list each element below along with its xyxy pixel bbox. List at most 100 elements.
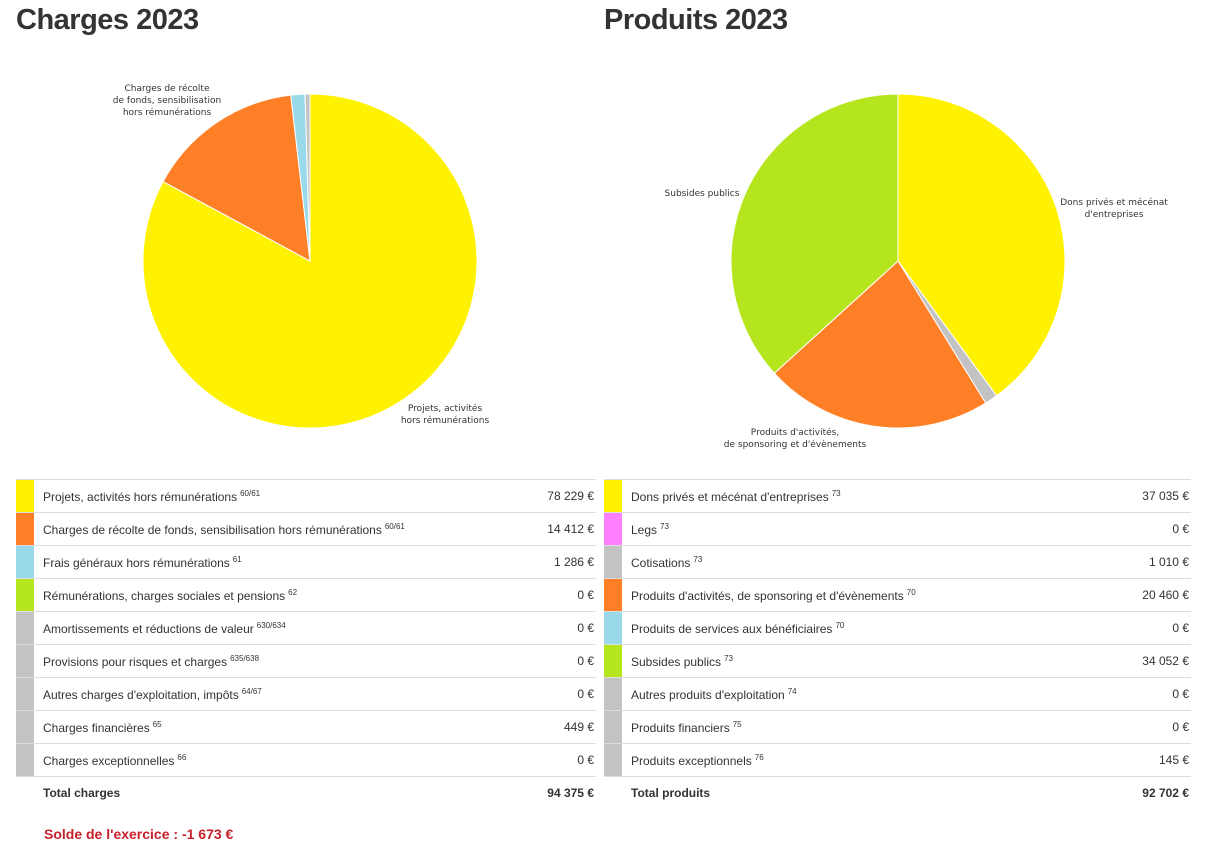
- charges-row-label: Charges exceptionnelles 66: [34, 743, 531, 777]
- produits-total-value: 92 702 €: [1110, 776, 1191, 808]
- charges-row-account-ref: 62: [288, 587, 298, 597]
- produits-pie-slice: [730, 93, 899, 374]
- charges-row-value: 78 229 €: [530, 479, 596, 513]
- charges-row-value: 1 286 €: [530, 545, 596, 579]
- produits-row-text: Subsides publics: [631, 654, 722, 669]
- charges-row-text: Rémunérations, charges sociales et pensi…: [43, 588, 286, 603]
- produits-row-account-ref: 73: [724, 653, 733, 663]
- charges-row-text: Charges de récolte de fonds, sensibilisa…: [43, 522, 382, 537]
- produits-row-label: Produits d'activités, de sponsoring et d…: [622, 578, 1111, 612]
- charges-row-text: Frais généraux hors rémunérations: [43, 555, 230, 570]
- produits-row-text: Legs: [631, 522, 658, 537]
- charges-row-value: 0 €: [530, 611, 596, 645]
- produits-row-text: Autres produits d'exploitation: [631, 687, 785, 702]
- produits-row-account-ref: 74: [787, 686, 797, 696]
- produits-color-swatch: [604, 512, 622, 546]
- charges-row: Charges exceptionnelles 66 0 €: [16, 743, 596, 777]
- produits-table: Dons privés et mécénat d'entreprises 73 37…: [604, 479, 1191, 808]
- charges-total-label: Total charges: [16, 776, 531, 808]
- charges-row-account-ref: 65: [152, 719, 162, 729]
- charges-color-swatch: [16, 578, 34, 612]
- produits-total-row: Total produits 92 702 €: [604, 776, 1191, 808]
- charges-color-swatch: [16, 512, 34, 546]
- charges-color-swatch: [16, 677, 34, 711]
- charges-slice-label: Projets, activités hors rémunérations: [401, 403, 490, 426]
- produits-row-text: Produits de services aux bénéficiaires: [631, 621, 833, 636]
- charges-color-swatch: [16, 644, 34, 678]
- charges-row-account-ref: 630/634: [256, 620, 286, 630]
- produits-row-account-ref: 70: [835, 620, 845, 630]
- produits-row-text: Produits d'activités, de sponsoring et d…: [631, 588, 904, 603]
- produits-row-label: Produits financiers 75: [622, 710, 1111, 744]
- charges-color-swatch: [16, 479, 34, 513]
- produits-row-account-ref: 73: [660, 521, 669, 531]
- produits-row-account-ref: 73: [693, 554, 703, 564]
- produits-row-label: Autres produits d'exploitation 74: [622, 677, 1111, 711]
- charges-slice-label: Charges de récolte de fonds, sensibilisat…: [113, 83, 221, 118]
- produits-row-text: Cotisations: [631, 555, 691, 570]
- produits-color-swatch: [604, 677, 622, 711]
- charges-row-value: 449 €: [530, 710, 596, 744]
- produits-pie-slice: [897, 93, 1066, 397]
- charges-row-label: Projets, activités hors rémunérations 60/…: [34, 479, 531, 513]
- produits-color-swatch: [604, 710, 622, 744]
- charges-row-text: Autres charges d'exploitation, impôts: [43, 687, 239, 702]
- charges-row-account-ref: 635/638: [230, 653, 260, 663]
- produits-total-label: Total produits: [604, 776, 1111, 808]
- charges-color-swatch: [16, 545, 34, 579]
- produits-row-label: Produits exceptionnels 76: [622, 743, 1111, 777]
- charges-row-account-ref: 66: [177, 752, 187, 762]
- produits-row-value: 145 €: [1110, 743, 1191, 777]
- produits-pie-chart: Dons privés et mécénat d'entreprises Produ…: [665, 93, 1168, 450]
- produits-row-value: 1 010 €: [1110, 545, 1191, 579]
- produits-row-text: Produits financiers: [631, 720, 730, 735]
- produits-slice-label: Dons privés et mécénat d'entreprises: [1060, 197, 1168, 220]
- charges-row-value: 0 €: [530, 578, 596, 612]
- charges-row-account-ref: 60/61: [384, 521, 405, 531]
- charges-table: Projets, activités hors rémunérations 60/…: [16, 479, 596, 808]
- produits-row-text: Dons privés et mécénat d'entreprises: [631, 489, 829, 504]
- charges-row-label: Frais généraux hors rémunérations 61: [34, 545, 531, 579]
- produits-slice-label: Subsides publics: [665, 189, 740, 199]
- charges-row-label: Rémunérations, charges sociales et pensi…: [34, 578, 531, 612]
- produits-row-value: 0 €: [1110, 710, 1191, 744]
- produits-row-account-ref: 73: [831, 488, 841, 498]
- charges-row: Frais généraux hors rémunérations 61 1 286…: [16, 545, 596, 579]
- charges-row-account-ref: 64/67: [241, 686, 262, 696]
- charges-pie-slice: [304, 93, 311, 262]
- produits-row-label: Legs 73: [622, 512, 1111, 546]
- produits-row-value: 34 052 €: [1110, 644, 1191, 678]
- produits-row: Produits exceptionnels 76 145 €: [604, 743, 1191, 777]
- produits-pie-slice: [773, 260, 987, 429]
- produits-row-label: Cotisations 73: [622, 545, 1111, 579]
- charges-row-account-ref: 60/61: [240, 488, 261, 498]
- produits-row: Produits d'activités, de sponsoring et d…: [604, 578, 1191, 612]
- charges-row: Amortissements et réductions de valeur 63…: [16, 611, 596, 645]
- solde-exercice: Solde de l'exercice : -1 673 €: [44, 826, 234, 842]
- charges-color-swatch: [16, 710, 34, 744]
- charges-row: Charges financières 65 449 €: [16, 710, 596, 744]
- charges-title: Charges 2023: [16, 4, 199, 36]
- charges-row-label: Autres charges d'exploitation, impôts 64/…: [34, 677, 531, 711]
- produits-row: Legs 73 0 €: [604, 512, 1191, 546]
- charges-row-value: 0 €: [530, 677, 596, 711]
- produits-color-swatch: [604, 578, 622, 612]
- produits-row-value: 37 035 €: [1110, 479, 1191, 513]
- produits-title: Produits 2023: [604, 4, 788, 36]
- produits-color-swatch: [604, 743, 622, 777]
- produits-row-value: 0 €: [1110, 512, 1191, 546]
- produits-color-swatch: [604, 644, 622, 678]
- charges-row: Autres charges d'exploitation, impôts 64/…: [16, 677, 596, 711]
- produits-row-value: 20 460 €: [1110, 578, 1191, 612]
- charges-row-value: 0 €: [530, 644, 596, 678]
- charges-row-text: Provisions pour risques et charges: [43, 654, 228, 669]
- charges-row-label: Provisions pour risques et charges 635/63…: [34, 644, 531, 678]
- produits-color-swatch: [604, 479, 622, 513]
- charges-row-value: 14 412 €: [530, 512, 596, 546]
- produits-color-swatch: [604, 611, 622, 645]
- produits-row: Produits financiers 75 0 €: [604, 710, 1191, 744]
- charges-row-label: Amortissements et réductions de valeur 63…: [34, 611, 531, 645]
- produits-row: Produits de services aux bénéficiaires 70…: [604, 611, 1191, 645]
- charges-row-label: Charges financières 65: [34, 710, 531, 744]
- charges-total-row: Total charges 94 375 €: [16, 776, 596, 808]
